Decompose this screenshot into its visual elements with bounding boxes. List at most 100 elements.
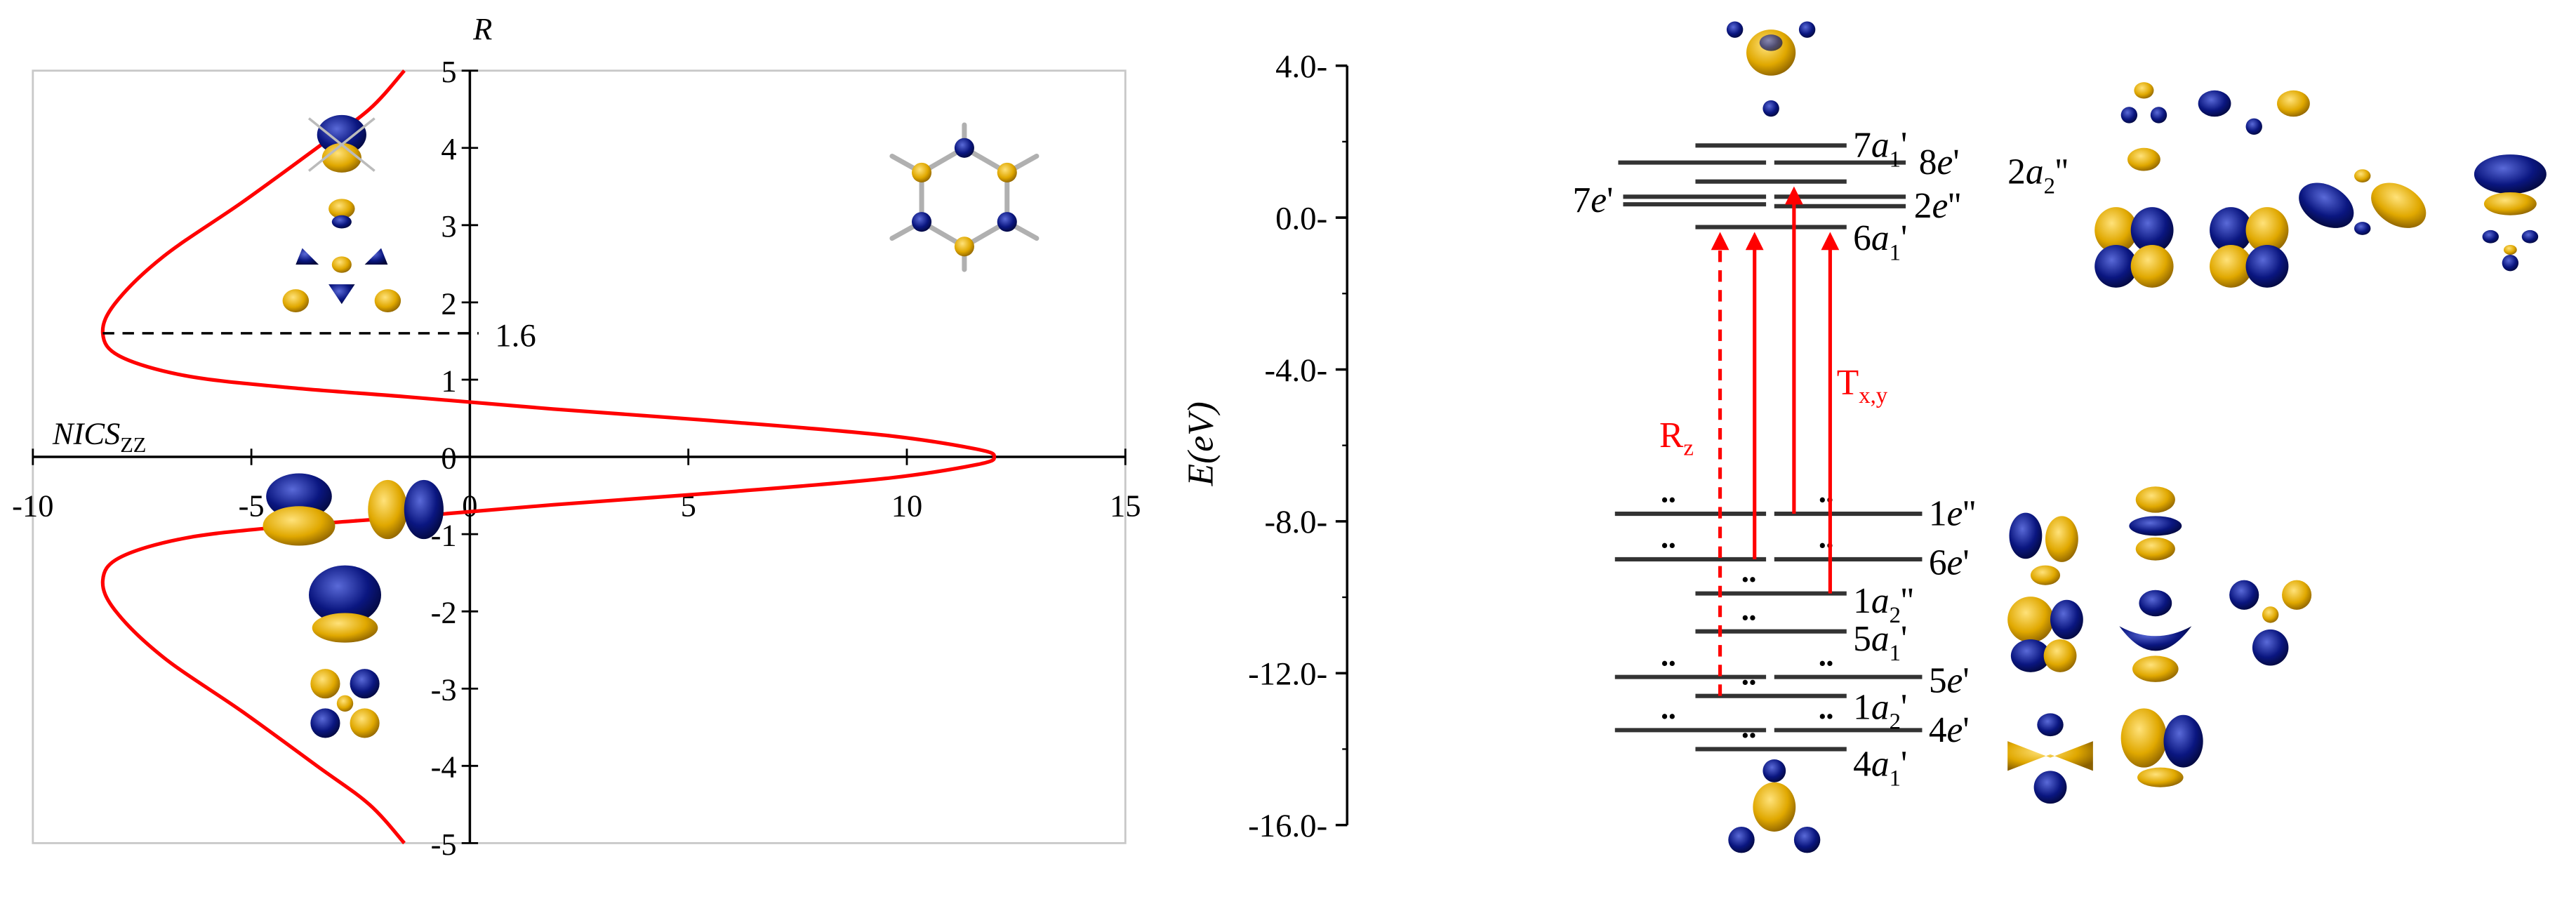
y-tick-label: -3 — [431, 672, 457, 707]
mo-label-prime: ' — [1901, 126, 1907, 166]
annotation-label: 1.6 — [495, 318, 536, 354]
rz-sub: z — [1683, 436, 1694, 461]
mo-label-number: 4 — [1929, 710, 1947, 750]
mo-level-labels: 7a1' 8e'7e' 2e''2a2''6a1'1e''6e'1a2''5a1'5… — [1573, 126, 2069, 792]
orbital-icon — [2129, 486, 2182, 561]
mo-label-sub: 2 — [1890, 603, 1901, 628]
mo-level-label: 8e' — [1919, 142, 1960, 182]
mo-label-symbol: e — [1937, 142, 1953, 182]
orbital-icon — [1728, 759, 1821, 853]
mo-level-label: 2e'' — [1914, 186, 1961, 226]
mo-label-sub: 2 — [2044, 174, 2055, 199]
nics-curve — [100, 69, 997, 845]
y-tick-label: -4 — [431, 750, 457, 785]
mo-label-symbol: e — [1591, 180, 1607, 220]
orbital-icon — [2299, 169, 2426, 235]
mo-label-number: 2 — [1914, 186, 1932, 226]
mo-level-label: 4a1' — [1853, 744, 1907, 791]
molecular-orbital-icons — [263, 21, 2547, 853]
y-axis-label: R — [472, 11, 492, 46]
transition-label-txy: Tx,y — [1837, 363, 1888, 408]
mo-label-prime: '' — [1901, 581, 1914, 621]
orbital-icon — [310, 669, 380, 738]
electron-pairs: •• •••• •••••••• •••••• •••• — [1661, 488, 1833, 747]
electron-pair: •• — [1661, 534, 1675, 558]
x-tick-label: -10 — [12, 488, 53, 523]
orbital-icon — [1726, 21, 1816, 117]
energy-tick-label: -16.0- — [1248, 808, 1327, 844]
mo-energy-diagram: 4.0-0.0--4.0--8.0--12.0--16.0- E(eV) 7a1… — [263, 21, 2547, 853]
mo-label-number: 4 — [1853, 744, 1871, 784]
mo-label-symbol: a — [1871, 218, 1890, 258]
mo-label-sub: 2 — [1890, 709, 1901, 734]
orbital-icon — [2007, 597, 2083, 672]
mo-label-prime: ' — [1953, 142, 1959, 182]
txy-sub: x,y — [1859, 383, 1888, 408]
electron-pair: •• — [1661, 705, 1675, 728]
mo-label-number: 6 — [1853, 218, 1871, 258]
mo-label-symbol: a — [1871, 744, 1890, 784]
mo-label-prime: ' — [1963, 543, 1969, 583]
orbital-icon — [2210, 207, 2289, 288]
transitions — [1711, 186, 1840, 696]
mo-level-label: 6e' — [1929, 543, 1970, 583]
orbital-icon — [368, 479, 444, 540]
orbital-icon — [2094, 207, 2174, 288]
orbital-icon — [263, 473, 336, 546]
electron-pair: •• — [1741, 724, 1756, 747]
mo-level-label: 6a1' — [1853, 218, 1907, 265]
mo-level-label: 2a2'' — [2007, 152, 2068, 199]
nics-axes — [32, 69, 1127, 844]
x-axis-label: NICSZZ — [52, 415, 147, 457]
mo-level-label: 1a2' — [1853, 687, 1907, 734]
orbital-icon — [309, 565, 382, 643]
triazine-molecule-icon — [889, 122, 1040, 272]
mo-label-symbol: a — [1871, 687, 1890, 727]
mo-label-prime: ' — [1901, 687, 1907, 727]
mo-label-symbol: a — [2026, 152, 2044, 192]
x-axis-label-main: NICS — [52, 415, 120, 451]
energy-axis: 4.0- 0.0- -4.0- -8.0- -12.0- -16.0- — [1248, 48, 1349, 844]
electron-pair: •• — [1819, 705, 1833, 728]
orbital-icon — [2229, 580, 2312, 666]
orbital-icon — [2474, 154, 2547, 272]
x-tick-label: -5 — [239, 488, 265, 523]
orbital-icon — [282, 199, 401, 312]
energy-tick-label: -4.0- — [1264, 352, 1327, 389]
mo-label-prime: ' — [1901, 744, 1907, 784]
x-tick-label: 10 — [891, 488, 922, 523]
mo-label-symbol: e — [1947, 543, 1963, 583]
mo-label-prime: ' — [1901, 218, 1907, 258]
energy-tick-label: -12.0- — [1248, 656, 1327, 693]
orbital-icon — [2009, 512, 2078, 585]
mo-label-prime: ' — [1607, 180, 1613, 220]
mo-label-symbol: e — [1947, 660, 1963, 700]
mo-label-prime: '' — [1963, 493, 1976, 533]
mo-label-number: 8 — [1919, 142, 1937, 182]
energy-tick-label: 4.0- — [1275, 48, 1327, 85]
mo-label-number: 6 — [1929, 543, 1947, 583]
mo-label-symbol: e — [1947, 493, 1963, 533]
mo-label-sub: 1 — [1890, 766, 1901, 791]
mo-level-label: 7a1' — [1853, 126, 1907, 173]
orbital-icon — [2120, 708, 2203, 787]
mo-label-number: 7 — [1573, 180, 1591, 220]
orbital-icon — [2119, 590, 2192, 682]
energy-tick-label: 0.0- — [1275, 200, 1327, 237]
mo-label-number: 2 — [2007, 152, 2026, 192]
mo-label-prime: ' — [1963, 660, 1969, 700]
y-tick-label: -2 — [431, 595, 457, 630]
mo-label-number: 1 — [1929, 493, 1947, 533]
energy-tick-label: -8.0- — [1264, 504, 1327, 540]
txy-main: T — [1837, 363, 1859, 403]
electron-pair: •• — [1741, 606, 1756, 630]
mo-label-number: 1 — [1853, 581, 1871, 621]
y-tick-label: 2 — [441, 286, 456, 321]
y-tick-label: 3 — [441, 208, 456, 244]
orbital-icon — [2198, 90, 2310, 135]
mo-label-number: 1 — [1853, 687, 1871, 727]
mo-level-label: 7e' — [1573, 180, 1614, 220]
